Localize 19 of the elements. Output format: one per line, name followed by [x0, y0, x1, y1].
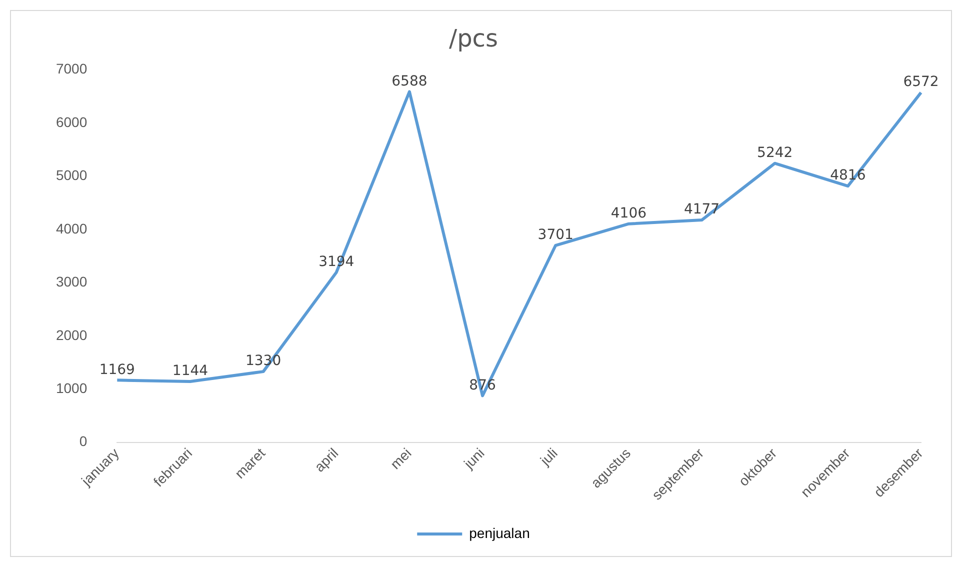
- chart-title: /pcs: [448, 24, 498, 53]
- data-label: 6588: [392, 73, 428, 90]
- y-tick-label: 2000: [56, 326, 88, 343]
- data-label: 3701: [538, 227, 574, 244]
- y-tick-label: 6000: [56, 114, 88, 130]
- y-tick-label: 7000: [56, 60, 88, 77]
- data-label: 5242: [757, 145, 793, 162]
- legend-label: penjualan: [469, 524, 530, 541]
- data-label: 6572: [903, 74, 939, 90]
- y-tick-label: 3000: [56, 274, 88, 290]
- y-tick-label: 1000: [56, 380, 88, 396]
- y-tick-label: 4000: [56, 220, 88, 236]
- data-label: 1144: [172, 363, 208, 380]
- x-tick-label: mei: [387, 444, 414, 472]
- y-tick-label: 5000: [56, 167, 88, 184]
- y-tick-label: 0: [79, 433, 88, 450]
- data-label: 4106: [610, 205, 647, 222]
- data-label: 1169: [99, 362, 135, 378]
- x-tick-label: juli: [536, 444, 560, 469]
